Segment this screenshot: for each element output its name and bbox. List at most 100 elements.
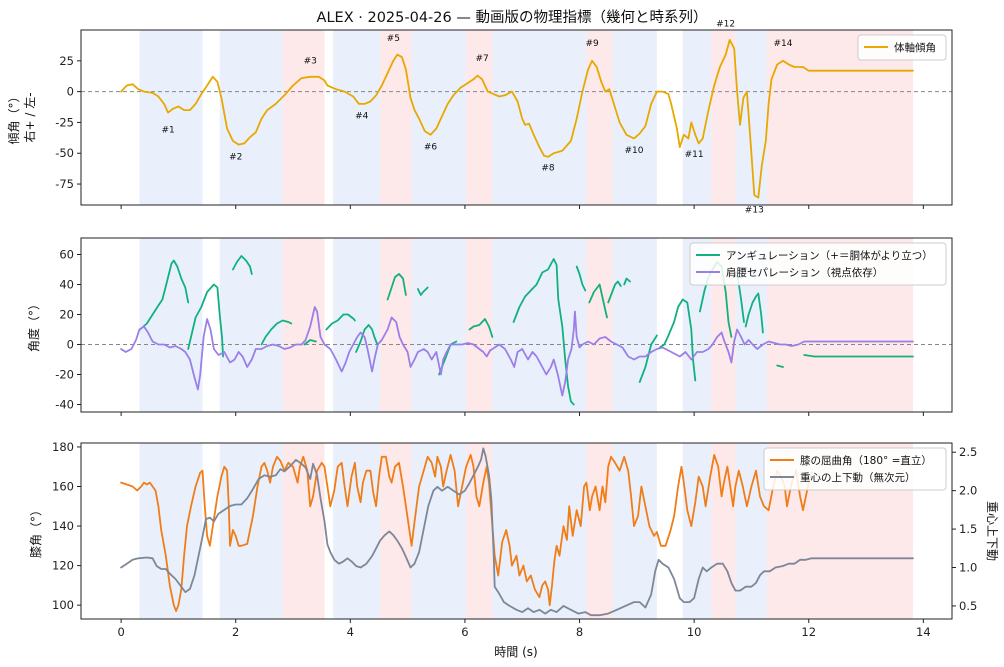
legend-entry: 体軸傾角	[894, 41, 936, 54]
event-label: #6	[424, 143, 438, 153]
y-tick-label: 60	[59, 248, 74, 262]
event-label: #13	[745, 205, 764, 215]
figure-title: ALEX · 2025-04-26 — 動画版の物理指標（幾何と時系列）	[317, 9, 708, 26]
phase-band	[411, 30, 467, 205]
series-line-0	[803, 354, 914, 358]
event-label: #2	[229, 152, 242, 162]
series-line-0	[744, 292, 764, 334]
y-tick-label: -25	[55, 115, 74, 129]
y-axis-right-label: 重心上下動	[985, 501, 999, 561]
legend-entry: 重心の上下動（無次元）	[800, 471, 916, 484]
legend: アンギュレーション（+＝胴体がより立つ） 肩腰セパレーション（視点依存）	[689, 242, 947, 286]
series-line-0	[120, 39, 914, 199]
y-right-tick-label: 2.0	[959, 484, 977, 498]
event-label: #7	[475, 54, 488, 64]
y-axis-label: 膝角（°）	[29, 504, 43, 558]
event-label: #5	[387, 34, 400, 44]
knee-panel: 0 2 4 6 8 10 12 14 180 160 140 120 100 2.5 2.0 1.5 1.0 0.…	[29, 440, 999, 639]
series-line-0	[260, 319, 293, 346]
y-right-tick-label: 1.0	[959, 561, 977, 575]
y-right-tick-label: 0.5	[959, 599, 977, 613]
phase-band	[333, 30, 381, 205]
series-line-0	[355, 324, 379, 353]
event-label: #10	[624, 146, 643, 156]
x-tick-label: 4	[347, 625, 354, 639]
event-label: #8	[541, 163, 555, 173]
series-line-0	[588, 283, 608, 319]
phase-band	[219, 30, 283, 205]
event-label: #1	[161, 125, 174, 135]
y-axis-label: 右+ / 左-	[22, 92, 37, 142]
x-tick-label: 2	[232, 625, 239, 639]
event-label: #4	[355, 112, 369, 122]
y-tick-label: 100	[52, 598, 74, 612]
phase-band	[380, 443, 412, 619]
series-line-0	[325, 313, 356, 331]
x-tick-label: 12	[801, 625, 816, 639]
series-line-0	[623, 277, 631, 286]
tilt-panel: #1 #2 #3 #4 #5 #6 #7 #8 #9 #10 #11 #12 #13 #14 25 0 -25 -…	[7, 19, 953, 215]
y-tick-label: -40	[55, 398, 74, 412]
series-line-0	[638, 334, 658, 383]
y-tick-label: 140	[52, 519, 74, 533]
phase-band	[735, 443, 767, 619]
event-label: #9	[585, 39, 599, 49]
phase-band	[411, 238, 467, 412]
y-tick-label: -50	[55, 146, 74, 160]
phase-band	[466, 30, 493, 205]
legend-entry: アンギュレーション（+＝胴体がより立つ）	[726, 249, 933, 262]
series-line-0	[417, 286, 429, 296]
legend-entry: 膝の屈曲角（180° =直立）	[800, 454, 932, 467]
event-label: #3	[304, 56, 317, 66]
axes-frame	[80, 29, 953, 206]
x-tick-label: 14	[916, 625, 931, 639]
y-right-tick-label: 1.5	[959, 522, 977, 536]
series-line-1	[120, 447, 914, 617]
phase-band	[219, 238, 283, 412]
phase-band	[380, 238, 412, 412]
series-line-0	[468, 318, 494, 338]
axes-frame	[80, 237, 953, 413]
phase-band	[612, 443, 657, 619]
event-label: #14	[773, 39, 792, 49]
series-line-0	[607, 280, 622, 304]
legend-box	[857, 34, 947, 61]
y-tick-label: 20	[59, 308, 74, 322]
phase-band	[282, 30, 325, 205]
series-line-0	[232, 255, 253, 275]
y-tick-label: 0	[67, 338, 74, 352]
phase-band	[492, 443, 587, 619]
phase-band	[682, 443, 712, 619]
y-tick-label: 40	[59, 278, 74, 292]
phase-band	[333, 238, 381, 412]
y-tick-label: 0	[67, 85, 74, 99]
phase-band	[492, 30, 587, 205]
x-tick-label: 8	[576, 625, 583, 639]
y-axis-label: 角度（°）	[26, 298, 41, 352]
series-line-0	[120, 454, 813, 612]
phase-band	[612, 238, 657, 412]
phase-band	[282, 238, 325, 412]
series-line-0	[303, 339, 317, 346]
legend: 体軸傾角	[857, 34, 947, 61]
x-tick-label: 6	[461, 625, 468, 639]
phase-band	[711, 443, 736, 619]
legend-entry: 肩腰セパレーション（視点依存）	[726, 266, 883, 279]
y-tick-label: 180	[52, 440, 74, 454]
series-line-0	[658, 298, 697, 382]
y-right-tick-label: 2.5	[959, 445, 977, 459]
y-tick-label: -20	[55, 368, 74, 382]
y-axis-label: 傾角（°）	[7, 90, 21, 144]
series-line-0	[187, 283, 224, 358]
series-line-0	[139, 259, 190, 331]
x-tick-label: 10	[687, 625, 702, 639]
event-label: #12	[716, 19, 735, 29]
y-tick-label: 120	[52, 559, 74, 573]
series-line-0	[386, 273, 407, 301]
phase-band	[139, 30, 203, 205]
phase-band	[612, 30, 657, 205]
event-label: #11	[685, 150, 704, 160]
legend: 膝の屈曲角（180° =直立） 重心の上下動（無次元）	[763, 447, 947, 491]
legend-box	[689, 242, 947, 286]
